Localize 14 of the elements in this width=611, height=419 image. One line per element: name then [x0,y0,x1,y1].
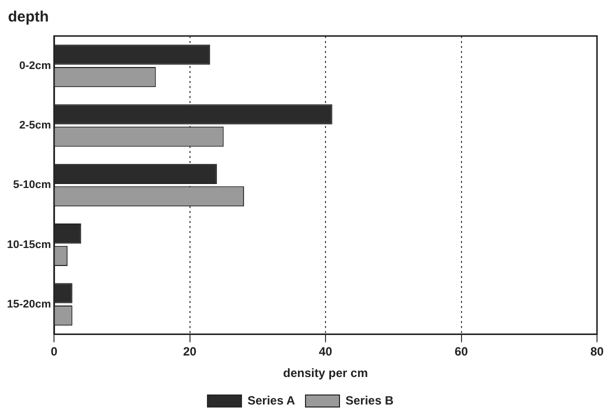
y-axis-title: depth [8,8,49,26]
x-tick-label: 0 [50,344,58,359]
x-tick-label: 60 [454,344,468,359]
legend-label: Series A [247,393,296,408]
x-tick-label: 40 [318,344,333,359]
y-tick-label: 10-15cm [6,238,52,251]
legend-label: Series B [346,393,394,408]
x-tick-label: 80 [590,344,604,359]
y-tick-label: 5-10cm [13,179,52,192]
y-tick-label: 2-5cm [19,119,52,132]
y-tick-label: 15-20cm [6,298,52,310]
y-tick-label: 0-2cm [19,60,52,72]
x-tick-label: 20 [183,344,197,359]
x-axis-title: density per cm [283,366,368,380]
